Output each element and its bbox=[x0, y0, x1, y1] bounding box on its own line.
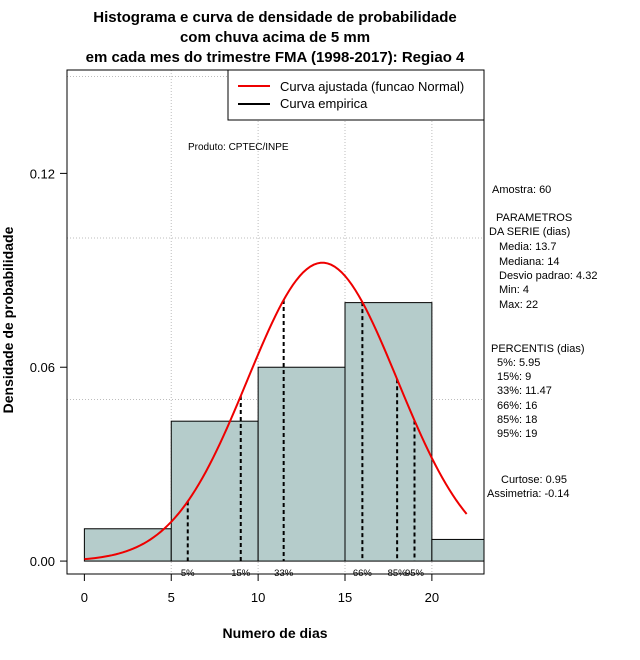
chart-title-line-2: com chuva acima de 5 mm bbox=[180, 29, 370, 46]
y-axis-title: Densidade de probabilidade bbox=[0, 226, 16, 413]
histogram-bar bbox=[431, 538, 485, 562]
y-tick-label: 0.12 bbox=[30, 166, 55, 181]
x-axis-title: Numero de dias bbox=[222, 625, 327, 641]
stats-panel: Amostra: 60 PARAMETROS DA SERIE (dias) M… bbox=[487, 184, 597, 500]
stat-mediana: Mediana: 14 bbox=[499, 256, 560, 268]
x-tick-label: 15 bbox=[338, 590, 352, 605]
stat-p15: 15%: 9 bbox=[497, 371, 531, 383]
chart-title-line-1: Histograma e curva de densidade de proba… bbox=[93, 9, 456, 26]
histogram-bar bbox=[170, 420, 259, 562]
stat-params-header-2: DA SERIE (dias) bbox=[489, 226, 570, 238]
x-tick-label: 0 bbox=[81, 590, 88, 605]
y-tick-label: 0.00 bbox=[30, 554, 55, 569]
stat-percentis-header: PERCENTIS (dias) bbox=[491, 343, 585, 355]
legend-label-empirical: Curva empirica bbox=[280, 96, 368, 111]
y-tick-label: 0.06 bbox=[30, 360, 55, 375]
stat-p66: 66%: 16 bbox=[497, 400, 537, 412]
x-tick-label: 20 bbox=[425, 590, 439, 605]
legend: Curva ajustada (funcao Normal) Curva emp… bbox=[227, 69, 485, 121]
normal-fit-curve bbox=[84, 261, 468, 561]
x-tick-label: 10 bbox=[251, 590, 265, 605]
x-tick-label: 5 bbox=[168, 590, 175, 605]
stat-p85: 85%: 18 bbox=[497, 414, 537, 426]
legend-label-normal: Curva ajustada (funcao Normal) bbox=[280, 79, 464, 94]
axes: 0 5 10 15 20 0.00 0.06 0.12 bbox=[30, 166, 439, 605]
stat-p33: 33%: 11.47 bbox=[497, 385, 552, 397]
histogram-bar bbox=[344, 302, 433, 562]
histogram-bars bbox=[83, 302, 485, 562]
stat-p95: 95%: 19 bbox=[497, 428, 537, 440]
normal-curve-layer bbox=[84, 261, 468, 561]
stat-min: Min: 4 bbox=[499, 284, 529, 296]
stat-sample: Amostra: 60 bbox=[492, 184, 551, 196]
stat-curtose: Curtose: 0.95 bbox=[501, 474, 567, 486]
stat-p5: 5%: 5.95 bbox=[497, 357, 540, 369]
product-label: Produto: CPTEC/INPE bbox=[188, 142, 289, 153]
stat-params-header-1: PARAMETROS bbox=[496, 212, 572, 224]
stat-desvio: Desvio padrao: 4.32 bbox=[499, 270, 597, 282]
legend-box bbox=[227, 69, 485, 121]
chart-title-line-3: em cada mes do trimestre FMA (1998-2017)… bbox=[86, 49, 465, 66]
histogram-bar bbox=[257, 366, 346, 562]
stat-assimetria: Assimetria: -0.14 bbox=[487, 488, 570, 500]
stat-max: Max: 22 bbox=[499, 299, 538, 311]
stat-media: Media: 13.7 bbox=[499, 241, 556, 253]
